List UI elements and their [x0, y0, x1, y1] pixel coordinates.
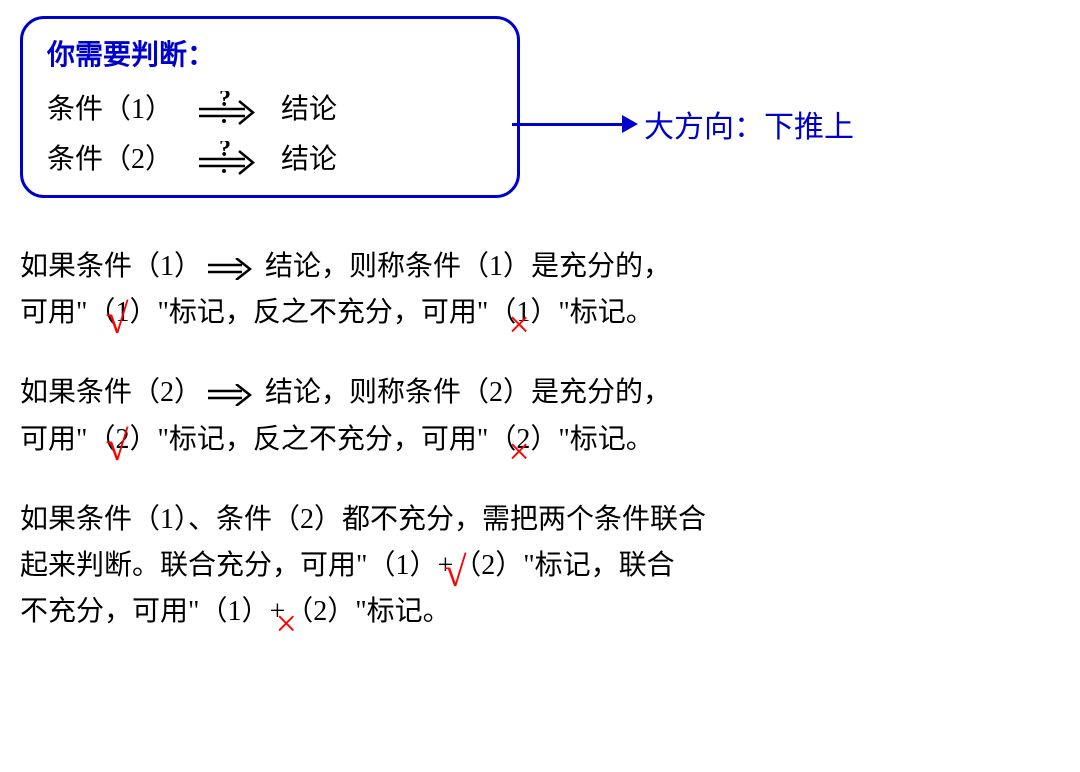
box-line-2: 条件（2） ? 结论 [47, 137, 493, 177]
paragraph-3: 如果条件（1）、条件（2）都不充分，需把两个条件联合 起来判断。联合充分，可用"… [20, 497, 1060, 636]
p3-text: "标记。 [355, 596, 450, 627]
direction-arrow: 大方向：下推上 [512, 102, 854, 146]
mark-text: （1）+（2） [199, 596, 355, 627]
implies-icon [206, 258, 254, 280]
question-arrow-icon: ? [195, 141, 259, 173]
p1-text: 如果条件（1） [20, 251, 202, 282]
p3-text: "标记，联合 [523, 550, 674, 581]
p1-text: 结论，则称条件（1）是充分的， [258, 251, 671, 282]
p2-text: "标记，反之不充分，可用" [157, 424, 488, 455]
mark-check-1: （1）√ [87, 290, 157, 336]
question-arrow-icon: ? [195, 91, 259, 123]
direction-text: 大方向：下推上 [644, 102, 854, 146]
implies-icon [206, 384, 254, 406]
p2-text: 如果条件（2） [20, 377, 202, 408]
p2-text: 可用" [20, 424, 87, 455]
mark-text: （2） [488, 424, 558, 455]
condition-2-label: 条件（2） [47, 137, 173, 177]
p3-text: 不充分，可用" [20, 596, 199, 627]
body-text: 如果条件（1） 结论，则称条件（1）是充分的， 可用"（1）√"标记，反之不充分… [20, 244, 1060, 635]
conclusion-label-2: 结论 [281, 137, 337, 177]
mark-text: （1） [87, 297, 157, 328]
paragraph-1: 如果条件（1） 结论，则称条件（1）是充分的， 可用"（1）√"标记，反之不充分… [20, 244, 1060, 336]
mark-text: （2） [87, 424, 157, 455]
box-line-1: 条件（1） ? 结论 [47, 87, 493, 127]
judgment-box: 你需要判断： 条件（1） ? 结论 条件（2） ? 结论 [20, 16, 520, 198]
mark-text: （1） [488, 297, 558, 328]
mark-text: （1）+（2） [367, 550, 523, 581]
condition-1-label: 条件（1） [47, 87, 173, 127]
p3-text: 如果条件（1）、条件（2）都不充分，需把两个条件联合 [20, 504, 706, 535]
conclusion-label-1: 结论 [281, 87, 337, 127]
arrow-line-icon [512, 123, 622, 126]
arrow-head-icon [622, 115, 638, 133]
mark-cross-2: （2）× [488, 417, 558, 463]
mark-cross-combined: （1）+（2）× [199, 589, 355, 635]
mark-check-2: （2）√ [87, 417, 157, 463]
paragraph-2: 如果条件（2） 结论，则称条件（2）是充分的， 可用"（2）√"标记，反之不充分… [20, 370, 1060, 462]
mark-cross-1: （1）× [488, 290, 558, 336]
mark-check-combined: （1）+（2）√ [367, 543, 523, 589]
p1-text: "标记。 [558, 297, 653, 328]
p1-text: 可用" [20, 297, 87, 328]
p1-text: "标记，反之不充分，可用" [157, 297, 488, 328]
p2-text: "标记。 [558, 424, 653, 455]
p3-text: 起来判断。联合充分，可用" [20, 550, 367, 581]
box-title: 你需要判断： [47, 33, 493, 73]
p2-text: 结论，则称条件（2）是充分的， [258, 377, 671, 408]
